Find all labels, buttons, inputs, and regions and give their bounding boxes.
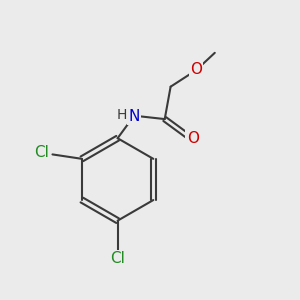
Text: H: H: [116, 108, 127, 122]
Text: Cl: Cl: [110, 251, 125, 266]
Text: N: N: [128, 109, 140, 124]
Text: Cl: Cl: [34, 145, 49, 160]
Text: O: O: [190, 61, 202, 76]
Text: O: O: [187, 131, 199, 146]
